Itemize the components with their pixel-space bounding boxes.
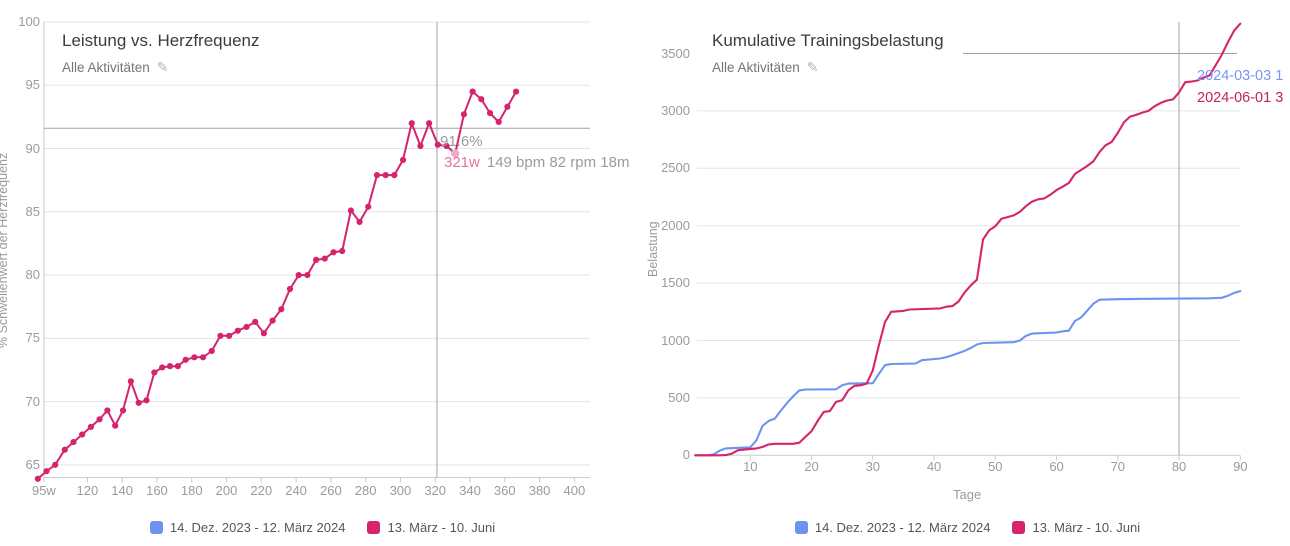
data-point[interactable] (443, 142, 450, 150)
data-point[interactable] (382, 171, 389, 179)
data-point[interactable] (365, 203, 372, 210)
data-point[interactable] (112, 422, 119, 429)
data-point[interactable] (70, 438, 77, 446)
data-point[interactable] (182, 356, 189, 363)
data-point[interactable] (143, 397, 150, 404)
data-point[interactable] (312, 256, 320, 263)
data-point[interactable] (234, 327, 241, 334)
data-point[interactable] (495, 118, 502, 126)
data-point[interactable] (174, 363, 181, 370)
data-point[interactable] (127, 378, 134, 385)
data-point[interactable] (339, 247, 346, 255)
data-point[interactable] (478, 96, 485, 103)
data-point[interactable] (373, 171, 381, 179)
data-point[interactable] (504, 103, 511, 110)
series-line[interactable] (694, 22, 1242, 457)
data-point[interactable] (391, 171, 398, 179)
data-point[interactable] (486, 110, 494, 117)
data-point[interactable] (119, 407, 127, 414)
data-point[interactable] (269, 317, 276, 324)
data-point[interactable] (260, 330, 268, 337)
data-point[interactable] (321, 255, 328, 262)
data-point[interactable] (166, 363, 174, 370)
data-point[interactable] (434, 141, 441, 148)
data-point[interactable] (460, 111, 468, 118)
data-point[interactable] (87, 423, 94, 430)
highlighted-data-point[interactable] (451, 149, 460, 158)
data-point[interactable] (208, 347, 215, 355)
data-point[interactable] (347, 207, 354, 214)
data-point[interactable] (286, 285, 294, 293)
data-point[interactable] (96, 416, 103, 423)
data-point[interactable] (295, 271, 302, 279)
data-point[interactable] (426, 120, 433, 127)
data-point[interactable] (330, 249, 337, 256)
data-point[interactable] (34, 475, 41, 482)
data-point[interactable] (408, 120, 415, 127)
data-point[interactable] (199, 354, 207, 361)
data-point[interactable] (104, 407, 111, 414)
data-point[interactable] (356, 218, 363, 226)
data-point[interactable] (43, 468, 50, 475)
data-point[interactable] (217, 332, 224, 339)
data-point[interactable] (304, 271, 311, 279)
data-point[interactable] (469, 88, 476, 95)
data-point[interactable] (399, 156, 407, 164)
series-line[interactable] (694, 290, 1242, 457)
data-point[interactable] (512, 88, 520, 95)
data-point[interactable] (79, 431, 86, 438)
data-point[interactable] (252, 318, 259, 325)
data-point[interactable] (191, 354, 198, 361)
data-point[interactable] (159, 364, 166, 371)
data-point[interactable] (61, 446, 68, 453)
series-line[interactable] (36, 90, 518, 480)
data-point[interactable] (135, 399, 142, 406)
data-point[interactable] (52, 461, 59, 468)
data-point[interactable] (226, 332, 233, 339)
data-point[interactable] (278, 306, 285, 313)
data-point[interactable] (151, 369, 158, 376)
data-point[interactable] (417, 142, 424, 150)
data-point[interactable] (243, 323, 250, 331)
